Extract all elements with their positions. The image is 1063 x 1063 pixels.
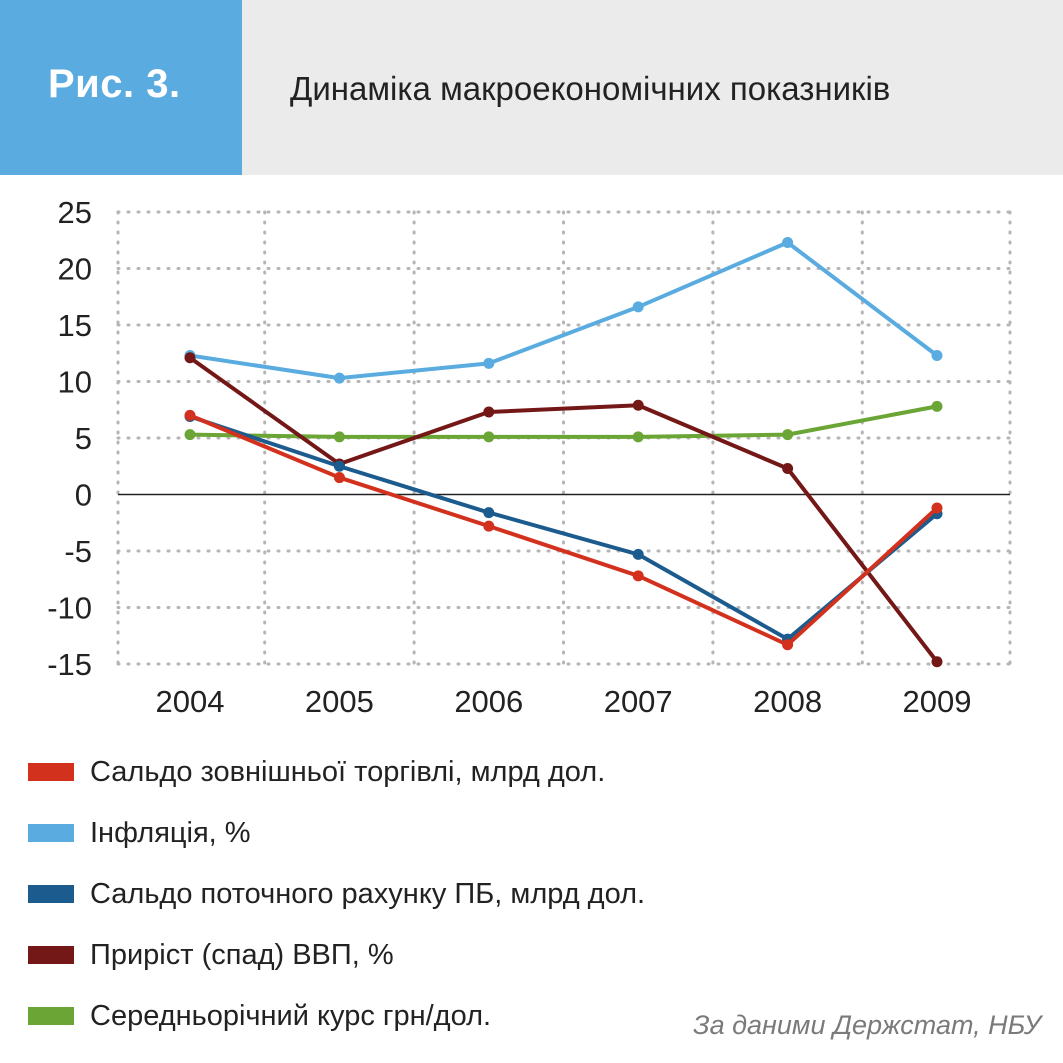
legend-swatch	[28, 946, 74, 964]
y-tick-label: 5	[75, 421, 92, 456]
y-tick-label: 25	[58, 195, 92, 230]
data-point	[931, 502, 943, 514]
data-point	[632, 570, 644, 582]
page-title: Динаміка макроекономічних показників	[290, 70, 891, 107]
x-tick-label: 2005	[305, 684, 374, 719]
data-point	[333, 372, 345, 384]
legend-label: Інфляція, %	[90, 817, 251, 849]
data-point	[333, 472, 345, 484]
legend-swatch	[28, 885, 74, 903]
data-point	[632, 399, 644, 411]
series-line	[188, 355, 939, 664]
line-chart: 25 20 15 10 5 0 -5 -10 -15 2004 2005 2006 2007 2008 20…	[47, 195, 1012, 719]
data-point	[184, 352, 196, 364]
data-point	[184, 429, 196, 441]
data-point	[782, 237, 794, 249]
data-point	[632, 431, 644, 443]
data-point	[782, 429, 794, 441]
data-point	[931, 350, 943, 362]
data-point	[483, 406, 495, 418]
data-point	[483, 431, 495, 443]
series-0	[184, 409, 943, 651]
data-point	[782, 463, 794, 475]
data-point	[483, 357, 495, 369]
legend-label: Приріст (спад) ВВП, %	[90, 939, 394, 971]
data-point	[333, 431, 345, 443]
y-tick-label: -15	[47, 647, 92, 682]
data-point	[184, 409, 196, 421]
data-point	[483, 507, 495, 519]
legend-label: Сальдо поточного рахунку ПБ, млрд дол.	[90, 878, 646, 910]
x-tick-label: 2008	[753, 684, 822, 719]
data-point	[333, 460, 345, 472]
data-point	[931, 400, 943, 412]
series-line	[188, 414, 939, 642]
x-tick-label: 2009	[903, 684, 972, 719]
legend-swatch	[28, 1007, 74, 1025]
series-1	[184, 237, 943, 384]
y-tick-label: 10	[58, 365, 92, 400]
legend-label: Середньорічний курс грн/дол.	[90, 1000, 492, 1032]
series-line	[188, 240, 939, 381]
source-note: За даними Держстат, НБУ	[693, 1010, 1041, 1040]
x-tick-label: 2007	[604, 684, 673, 719]
legend-label: Сальдо зовнішньої торгівлі, млрд дол.	[90, 756, 606, 788]
header-bar: Рис. 3. Динаміка макроекономічних показн…	[0, 0, 1063, 175]
x-tick-label: 2004	[156, 684, 225, 719]
y-tick-label: -5	[64, 534, 92, 569]
figure-label: Рис. 3.	[48, 62, 181, 106]
series-4	[184, 400, 943, 443]
data-point	[782, 639, 794, 651]
y-tick-label: 20	[58, 252, 92, 287]
data-point	[632, 301, 644, 313]
series-line	[188, 404, 939, 439]
series-line	[188, 413, 939, 647]
data-point	[632, 548, 644, 560]
y-tick-label: 0	[75, 478, 92, 513]
data-point	[483, 520, 495, 532]
figure-badge: Рис. 3.	[0, 0, 242, 175]
x-tick-label: 2006	[454, 684, 523, 719]
legend-swatch	[28, 763, 74, 781]
data-point	[931, 656, 943, 668]
y-tick-label: -10	[47, 591, 92, 626]
series-3	[184, 352, 943, 668]
y-tick-label: 15	[58, 308, 92, 343]
legend-swatch	[28, 824, 74, 842]
